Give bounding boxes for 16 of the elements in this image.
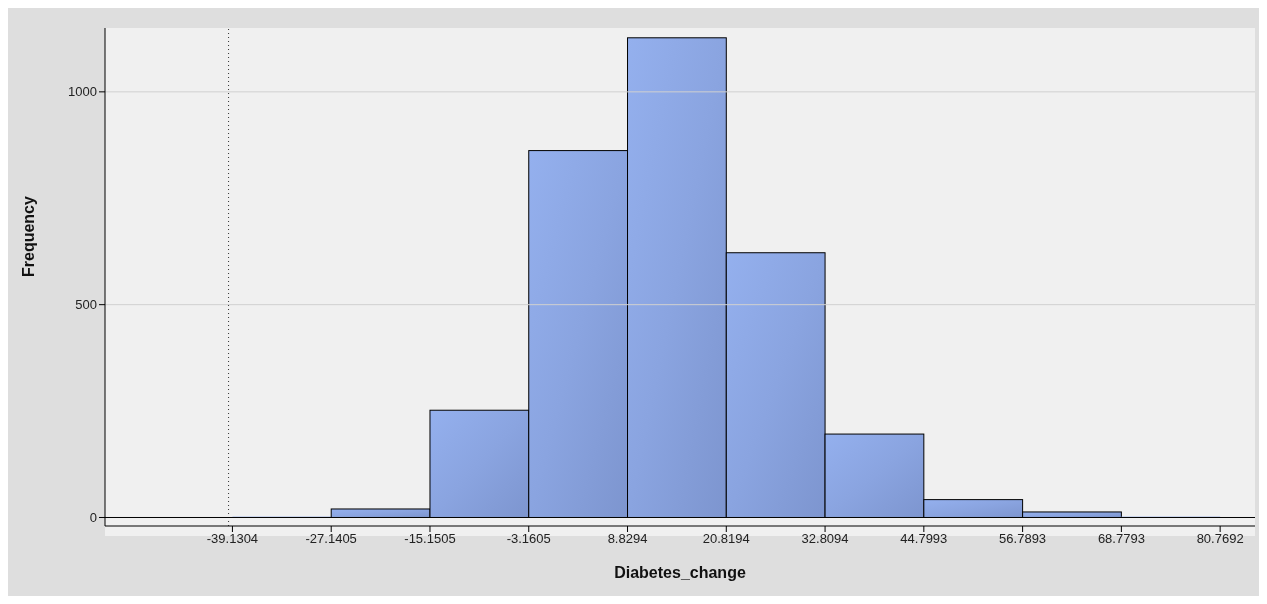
x-tick-label: -39.1304	[206, 531, 259, 547]
x-tick-label: 20.8194	[702, 531, 750, 547]
x-tick-label: 32.8094	[801, 531, 849, 547]
x-tick-label: -27.1405	[305, 531, 357, 547]
x-tick-label: 56.7893	[999, 531, 1047, 547]
x-tick-label: 80.7692	[1196, 531, 1244, 547]
x-axis-title: Diabetes_change	[614, 564, 746, 581]
x-tick-label: 8.8294	[607, 531, 648, 547]
y-tick-label: 1000	[68, 84, 97, 100]
y-axis-title: Frequency	[19, 195, 37, 277]
y-tick-label: 500	[75, 297, 97, 313]
y-tick-label: 0	[89, 510, 97, 526]
x-tick-label: -15.1505	[404, 531, 456, 547]
x-tick-label: 44.7993	[900, 531, 948, 547]
x-tick-label: 68.7793	[1097, 531, 1145, 547]
x-tick-label: -3.1605	[506, 531, 551, 547]
